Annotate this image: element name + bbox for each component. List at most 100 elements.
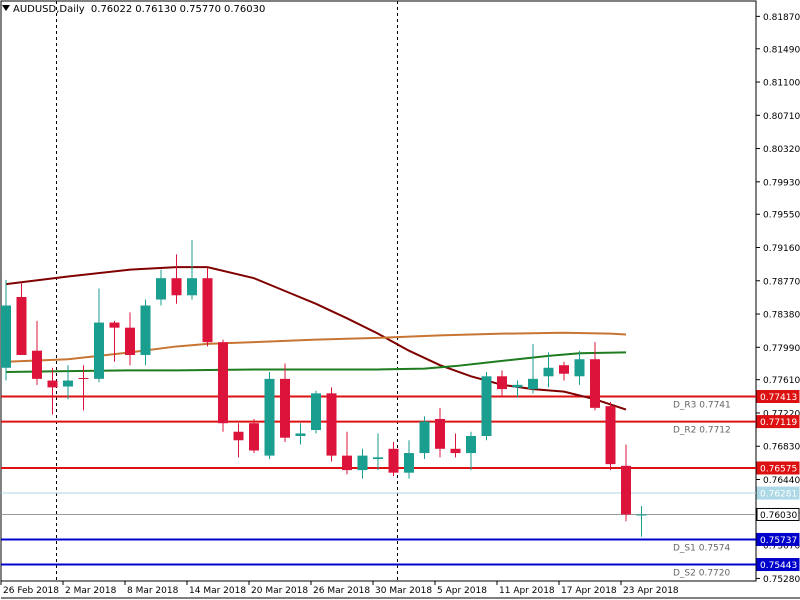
candle-body bbox=[574, 359, 585, 377]
level-price-tag bbox=[756, 461, 800, 475]
level-note-label: D_R2 0.7712 bbox=[673, 426, 731, 436]
level-price-tag bbox=[756, 532, 800, 546]
candle-body bbox=[512, 384, 523, 388]
y-tick-label: 0.79160 bbox=[763, 244, 800, 254]
x-tick-label: 2 Mar 2018 bbox=[65, 586, 117, 596]
level-price-tag bbox=[756, 486, 800, 500]
candle-body bbox=[326, 393, 337, 456]
candle-body bbox=[450, 448, 461, 454]
candle-body bbox=[140, 305, 151, 355]
level-price-tag bbox=[756, 390, 800, 404]
ma-line-ma_mid bbox=[5, 351, 627, 374]
y-tick-label: 0.76830 bbox=[763, 443, 800, 453]
level-price-tag bbox=[756, 415, 800, 429]
candle-body bbox=[621, 465, 631, 515]
plot-frame bbox=[0, 0, 757, 582]
candle-body bbox=[63, 380, 73, 387]
candle-body bbox=[202, 278, 213, 343]
x-tick-label: 30 Mar 2018 bbox=[375, 586, 432, 596]
level-price-tag bbox=[756, 558, 800, 572]
close-value: 0.76030 bbox=[223, 4, 266, 15]
y-tick-label: 0.77610 bbox=[763, 376, 800, 386]
y-tick-label: 0.75280 bbox=[763, 575, 800, 585]
candle-body bbox=[357, 455, 368, 471]
level-price-label: 0.75443 bbox=[760, 561, 797, 571]
candle-body bbox=[419, 421, 430, 454]
candles bbox=[1, 239, 647, 537]
level-note-label: D_S1 0.7574 bbox=[673, 543, 730, 553]
candle-body bbox=[404, 453, 414, 473]
x-tick-label: 11 Apr 2018 bbox=[499, 586, 555, 596]
candle-body bbox=[187, 278, 197, 296]
open-value: 0.76022 bbox=[90, 4, 133, 15]
candle-body bbox=[605, 406, 616, 465]
price-levels: 0.77413 D_R3 0.7741 0.77119 D_R2 0.7712 0.76… bbox=[1, 390, 800, 579]
y-tick-label: 0.77220 bbox=[763, 409, 800, 419]
chart-title: AUDUSD,Daily 0.76022 0.76130 0.75770 0.7603… bbox=[2, 4, 268, 15]
ma-line-ma_fast bbox=[5, 266, 627, 411]
level-price-label: 0.76575 bbox=[760, 464, 797, 474]
candle-body bbox=[559, 365, 569, 374]
candle-body bbox=[280, 378, 290, 438]
candle-body bbox=[497, 376, 507, 390]
y-tick-label: 0.80320 bbox=[763, 145, 800, 155]
dropdown-triangle-icon[interactable] bbox=[2, 5, 10, 11]
candle-body bbox=[1, 305, 11, 368]
candle-body bbox=[94, 322, 104, 379]
candle-body bbox=[388, 448, 399, 473]
candle-body bbox=[233, 431, 244, 441]
x-tick-label: 26 Mar 2018 bbox=[313, 586, 370, 596]
y-tick-label: 0.78770 bbox=[763, 277, 800, 287]
x-tick-label: 14 Mar 2018 bbox=[189, 586, 246, 596]
level-price-label: 0.77413 bbox=[760, 393, 797, 403]
candle-body bbox=[528, 378, 538, 390]
y-tick-label: 0.81490 bbox=[763, 45, 800, 55]
candle-body bbox=[636, 514, 647, 516]
x-axis: 26 Feb 2018 2 Mar 2018 8 Mar 2018 14 Mar 20… bbox=[0, 581, 679, 596]
candle-body bbox=[218, 342, 228, 424]
y-tick-label: 0.79550 bbox=[763, 211, 800, 221]
x-tick-label: 5 Apr 2018 bbox=[437, 586, 487, 596]
candle-body bbox=[125, 327, 135, 355]
y-tick-label: 0.79930 bbox=[763, 178, 800, 188]
candle-body bbox=[47, 380, 58, 388]
level-note-label: D_S2 0.7720 bbox=[673, 569, 730, 579]
level-price-label: 0.76281 bbox=[760, 490, 797, 500]
candle-body bbox=[109, 322, 120, 328]
candle-body bbox=[481, 376, 492, 436]
symbol-label: AUDUSD,Daily bbox=[13, 4, 85, 15]
y-tick-label: 0.75670 bbox=[763, 542, 800, 552]
y-tick-label: 0.81100 bbox=[763, 79, 800, 89]
level-price-label: 0.75737 bbox=[760, 536, 797, 546]
y-tick-label: 0.80710 bbox=[763, 112, 800, 122]
x-tick-label: 23 Apr 2018 bbox=[623, 586, 679, 596]
level-price-label: 0.77119 bbox=[760, 418, 797, 428]
y-tick-label: 0.81870 bbox=[763, 13, 800, 23]
candle-body bbox=[311, 393, 321, 431]
x-tick-label: 26 Feb 2018 bbox=[3, 586, 59, 596]
x-tick-label: 17 Apr 2018 bbox=[561, 586, 617, 596]
candle-body bbox=[16, 296, 27, 355]
candle-body bbox=[373, 457, 383, 460]
candle-body bbox=[342, 455, 352, 471]
low-value: 0.75770 bbox=[179, 4, 221, 15]
x-tick-label: 20 Mar 2018 bbox=[251, 586, 308, 596]
level-price-tag bbox=[756, 507, 800, 521]
high-value: 0.76130 bbox=[135, 4, 177, 15]
candle-body bbox=[543, 367, 554, 377]
candle-body bbox=[171, 278, 182, 296]
candle-body bbox=[590, 359, 600, 408]
y-tick-label: 0.78380 bbox=[763, 311, 800, 321]
x-tick-label: 8 Mar 2018 bbox=[127, 586, 179, 596]
y-tick-label: 0.77990 bbox=[763, 344, 800, 354]
candle-body bbox=[156, 278, 166, 300]
candle-body bbox=[32, 350, 42, 379]
candle-body bbox=[78, 378, 89, 379]
candle-body bbox=[435, 418, 445, 449]
y-tick-label: 0.76440 bbox=[763, 476, 800, 486]
candle-body bbox=[466, 436, 476, 454]
level-note-label: D_R3 0.7741 bbox=[673, 401, 731, 411]
level-price-label: 0.76030 bbox=[760, 511, 797, 521]
candle-body bbox=[295, 433, 306, 436]
